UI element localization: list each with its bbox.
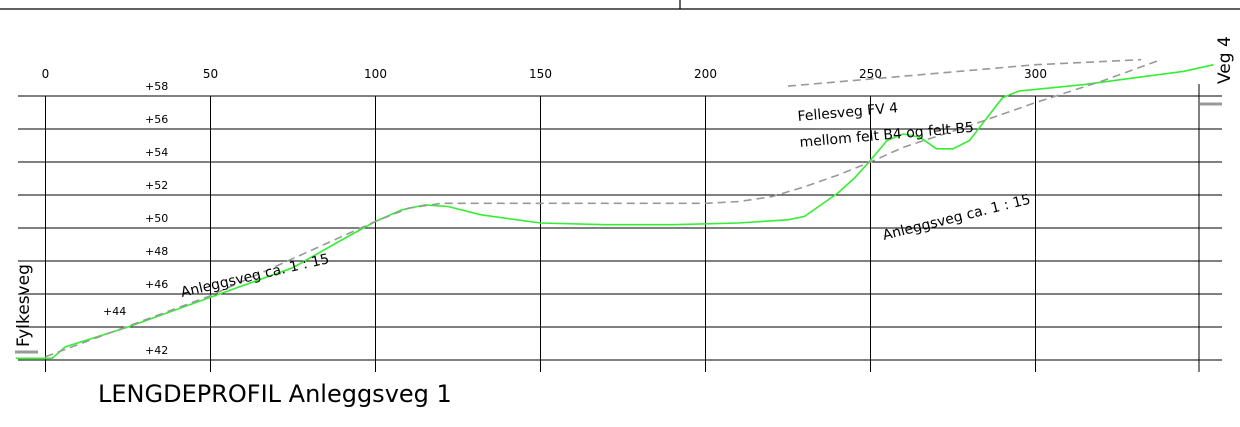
sheet-frame: [0, 0, 1240, 10]
elevation-label: +48: [145, 245, 168, 258]
elevation-label: +50: [145, 212, 168, 225]
design-profile-line: [45, 58, 1162, 358]
station-tick-label: 100: [364, 67, 387, 81]
elevation-label: +46: [145, 278, 168, 291]
elevation-labels: +58 +56 +54 +52 +50 +48 +46 +44 +42: [103, 80, 168, 357]
elevation-label: +56: [145, 113, 168, 126]
road-annotation-line1: Fellesveg FV 4: [797, 100, 899, 125]
elevation-label: +42: [145, 344, 168, 357]
slope-annotation-right: Anleggsveg ca. 1 : 15: [881, 192, 1032, 244]
station-tick-label: 250: [859, 67, 882, 81]
profile-title: LENGDEPROFIL Anleggsveg 1: [98, 380, 452, 408]
elevation-gridlines: [18, 95, 1222, 361]
station-tick-label: 0: [42, 67, 50, 81]
left-road-label: Fylkesveg: [14, 264, 34, 347]
end-markers: [15, 102, 1222, 354]
elevation-label: +52: [145, 179, 168, 192]
station-gridlines: [45, 84, 1200, 372]
station-tick-label: 200: [694, 67, 717, 81]
elevation-label: +54: [145, 146, 168, 159]
slope-annotation-left: Anleggsveg ca. 1 : 15: [179, 251, 330, 301]
station-tick-label: 150: [529, 67, 552, 81]
station-tick-label: 50: [203, 67, 218, 81]
right-road-label: Veg 4: [1215, 36, 1235, 84]
design-profile-line: [787, 58, 1142, 87]
profile-series: [15, 58, 1214, 360]
station-tick-label: 300: [1024, 67, 1047, 81]
station-tick-labels: 0 50 100 150 200 250 300: [42, 67, 1047, 81]
terrain-profile-line: [15, 63, 1214, 360]
road-annotation-line2: mellom felt B4 og felt B5: [799, 120, 975, 151]
elevation-label: +44: [103, 305, 126, 318]
elevation-label: +58: [145, 80, 168, 93]
